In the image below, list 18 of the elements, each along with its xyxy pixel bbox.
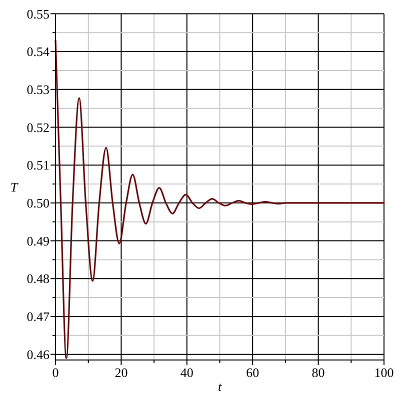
x-axis-title: t	[218, 379, 222, 394]
x-tick-label: 60	[246, 365, 260, 380]
y-tick-label: 0.55	[26, 6, 50, 22]
y-tick-label: 0.50	[26, 195, 50, 210]
y-tick-label: 0.51	[26, 158, 50, 173]
y-tick-label: 0.54	[26, 44, 50, 60]
y-tick-label: 0.48	[26, 271, 50, 286]
y-tick-label: 0.49	[26, 233, 50, 248]
y-tick-label: 0.53	[26, 82, 50, 97]
x-tick-label: 20	[114, 365, 128, 380]
y-axis-title: T	[10, 179, 18, 194]
x-tick-label: 100	[374, 365, 394, 380]
y-tick-label: 0.46	[26, 346, 50, 362]
x-tick-label: 80	[312, 365, 325, 380]
y-tick-label: 0.47	[26, 309, 50, 324]
y-tick-label: 0.52	[26, 120, 50, 135]
x-tick-label: 40	[180, 365, 194, 380]
x-tick-label: 0	[52, 365, 59, 380]
